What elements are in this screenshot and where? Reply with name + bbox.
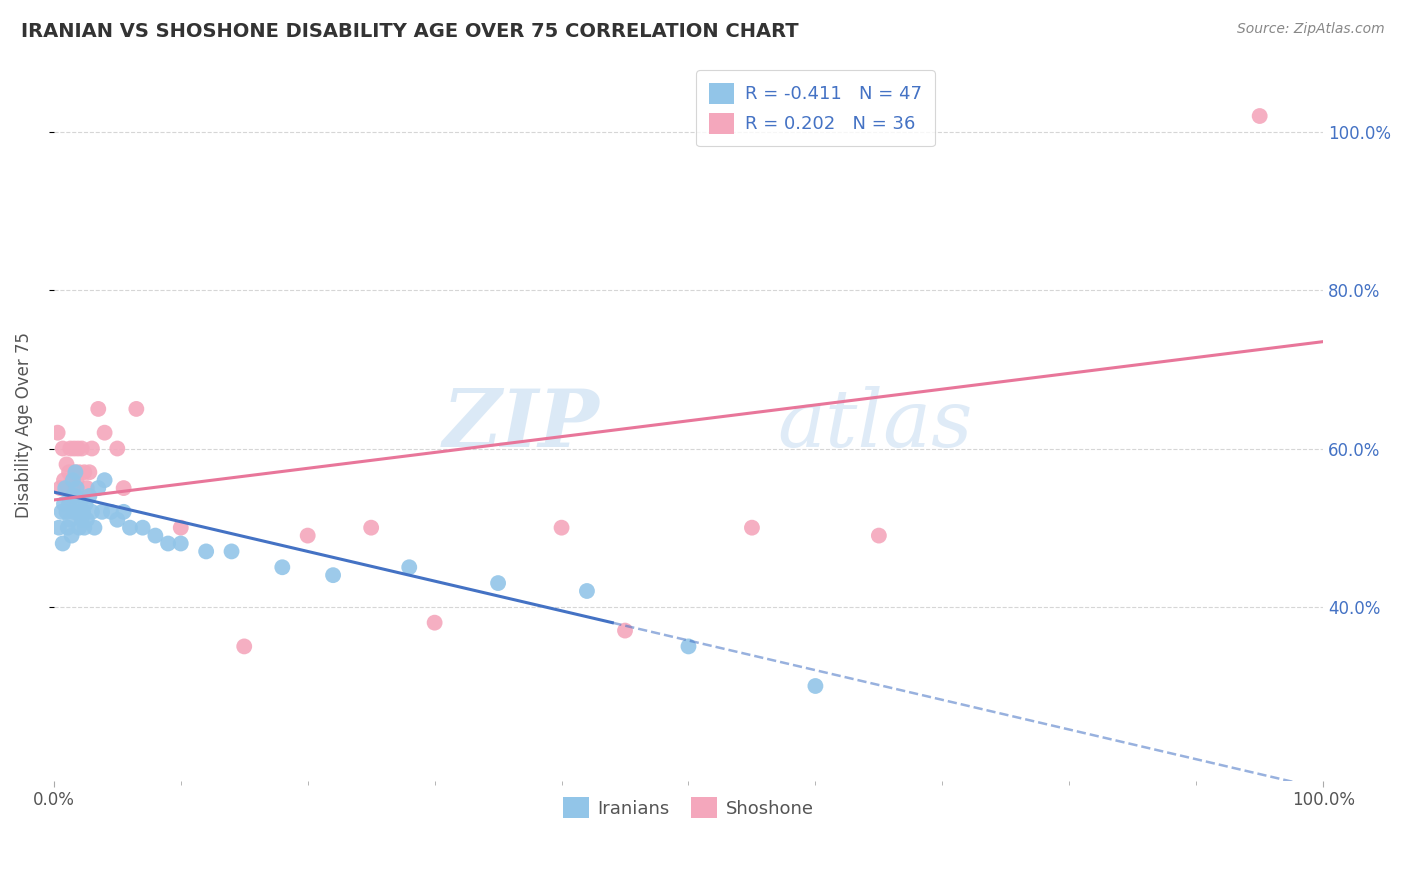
Point: [125, 401, 148, 416]
Point: [1249, 109, 1271, 123]
Point: [58, 497, 80, 511]
Point: [80, 505, 103, 519]
Point: [80, 442, 103, 456]
Point: [58, 465, 80, 479]
Point: [70, 513, 93, 527]
Point: [105, 513, 128, 527]
Point: [63, 442, 86, 456]
Text: IRANIAN VS SHOSHONE DISABILITY AGE OVER 75 CORRELATION CHART: IRANIAN VS SHOSHONE DISABILITY AGE OVER …: [21, 22, 799, 41]
Point: [221, 544, 243, 558]
Point: [195, 544, 218, 558]
Point: [131, 521, 153, 535]
Point: [56, 521, 79, 535]
Point: [55, 458, 77, 472]
Y-axis label: Disability Age Over 75: Disability Age Over 75: [15, 332, 32, 517]
Point: [575, 584, 598, 599]
Point: [170, 521, 193, 535]
Point: [65, 465, 87, 479]
Point: [322, 568, 344, 582]
Point: [60, 473, 83, 487]
Point: [65, 489, 87, 503]
Point: [93, 473, 115, 487]
Point: [48, 521, 70, 535]
Point: [297, 528, 319, 542]
Text: ZIP: ZIP: [443, 386, 599, 464]
Point: [53, 473, 76, 487]
Point: [66, 442, 89, 456]
Point: [52, 536, 75, 550]
Point: [62, 481, 84, 495]
Point: [73, 465, 96, 479]
Point: [550, 521, 572, 535]
Point: [614, 624, 637, 638]
Point: [56, 481, 79, 495]
Point: [868, 528, 890, 542]
Point: [157, 536, 180, 550]
Point: [76, 481, 98, 495]
Text: atlas: atlas: [778, 386, 973, 464]
Point: [66, 473, 89, 487]
Point: [486, 576, 509, 591]
Point: [145, 528, 167, 542]
Point: [67, 521, 90, 535]
Point: [65, 465, 87, 479]
Point: [100, 505, 122, 519]
Point: [91, 505, 114, 519]
Point: [76, 513, 98, 527]
Point: [49, 481, 72, 495]
Legend: Iranians, Shoshone: Iranians, Shoshone: [555, 790, 821, 825]
Point: [83, 521, 105, 535]
Point: [170, 536, 193, 550]
Point: [51, 505, 73, 519]
Point: [55, 505, 77, 519]
Point: [66, 481, 89, 495]
Point: [93, 425, 115, 440]
Point: [53, 497, 76, 511]
Point: [804, 679, 827, 693]
Point: [67, 465, 90, 479]
Point: [79, 465, 101, 479]
Point: [60, 528, 83, 542]
Point: [398, 560, 420, 574]
Point: [112, 481, 135, 495]
Point: [112, 505, 135, 519]
Point: [105, 442, 128, 456]
Point: [423, 615, 446, 630]
Point: [233, 640, 256, 654]
Point: [46, 425, 69, 440]
Point: [63, 505, 86, 519]
Point: [66, 505, 89, 519]
Point: [79, 489, 101, 503]
Point: [73, 521, 96, 535]
Point: [62, 489, 84, 503]
Point: [72, 505, 94, 519]
Point: [271, 560, 294, 574]
Point: [118, 521, 141, 535]
Point: [70, 442, 93, 456]
Point: [69, 497, 91, 511]
Point: [52, 442, 75, 456]
Point: [741, 521, 763, 535]
Point: [59, 513, 82, 527]
Point: [87, 481, 110, 495]
Point: [75, 497, 97, 511]
Point: [360, 521, 382, 535]
Text: Source: ZipAtlas.com: Source: ZipAtlas.com: [1237, 22, 1385, 37]
Point: [87, 401, 110, 416]
Point: [59, 442, 82, 456]
Point: [678, 640, 700, 654]
Point: [53, 481, 76, 495]
Point: [62, 473, 84, 487]
